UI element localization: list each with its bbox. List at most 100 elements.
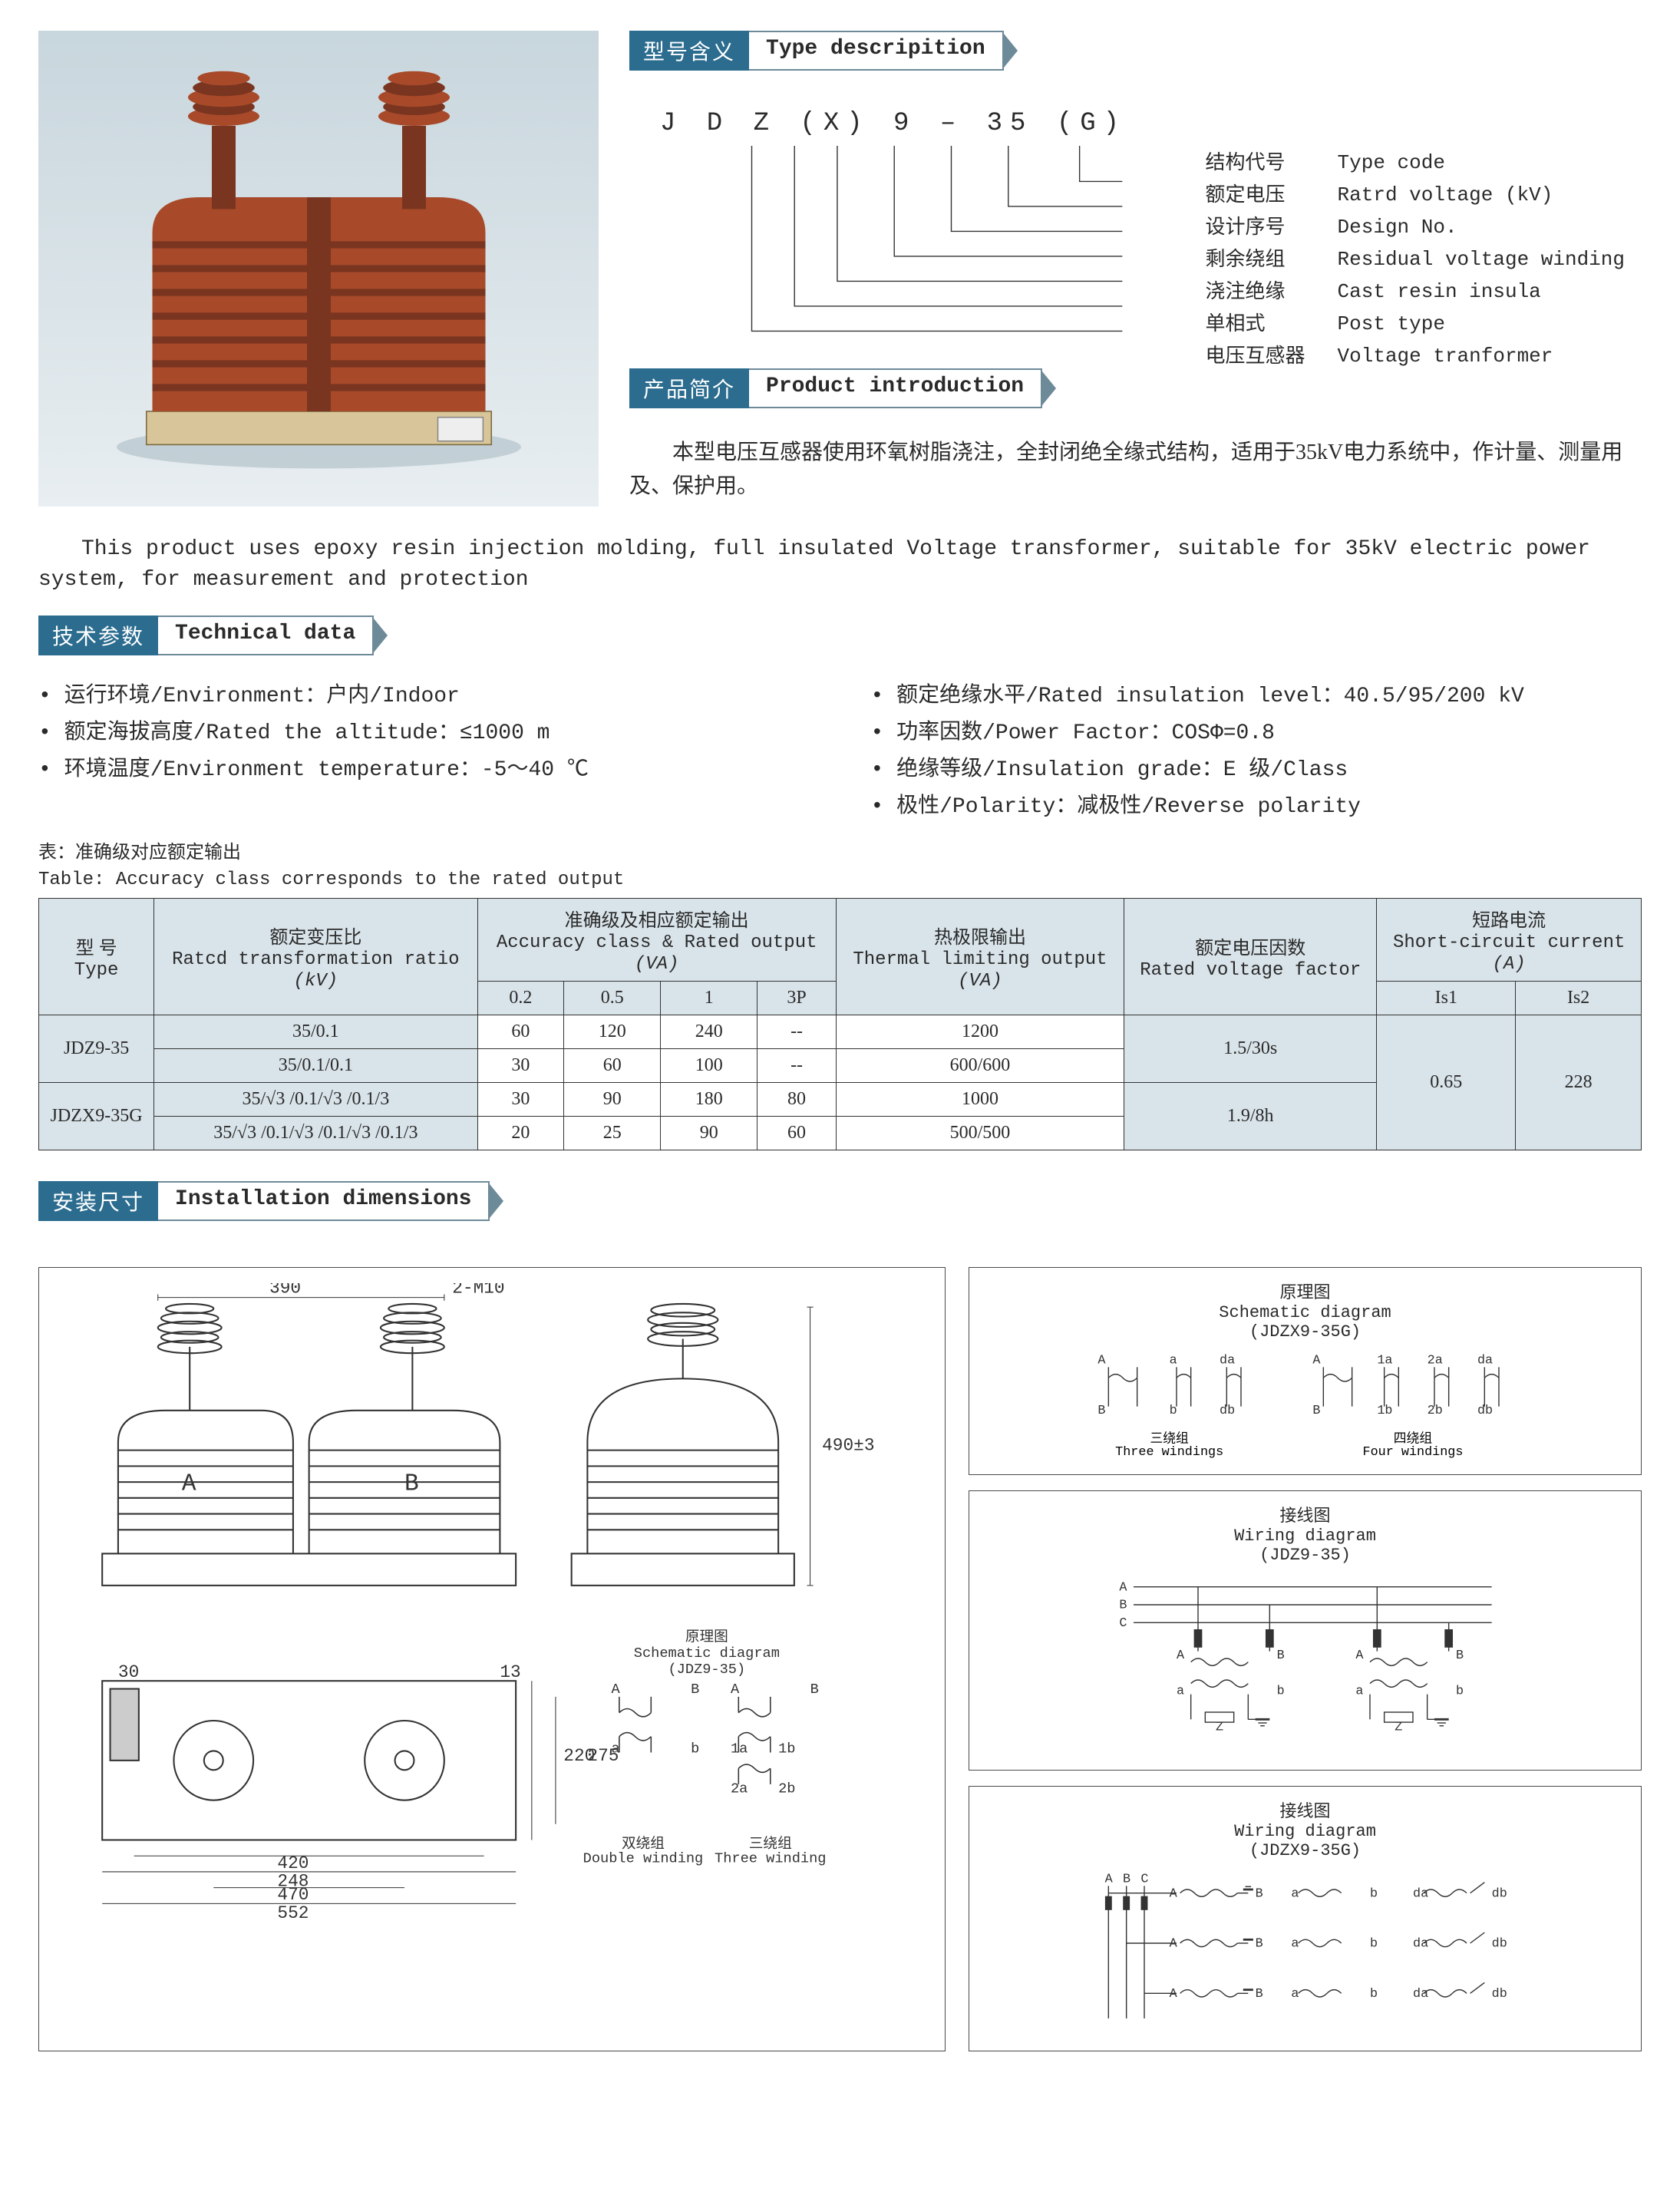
svg-text:Z: Z <box>1394 1721 1402 1735</box>
svg-text:b: b <box>1456 1685 1464 1699</box>
svg-text:da: da <box>1413 1886 1428 1901</box>
svg-text:B: B <box>1312 1404 1320 1418</box>
header-label-en: Installation dimensions <box>158 1181 490 1221</box>
svg-text:da: da <box>1477 1354 1493 1368</box>
svg-text:1b: 1b <box>1377 1404 1392 1418</box>
svg-text:(JDZ9-35): (JDZ9-35) <box>668 1661 746 1678</box>
header-triangle-icon <box>374 619 388 652</box>
svg-text:B: B <box>810 1681 819 1698</box>
svg-text:db: db <box>1220 1404 1235 1418</box>
svg-text:2b: 2b <box>1427 1404 1442 1418</box>
accuracy-table: 型 号Type 额定变压比Ratcd transformation ratio(… <box>38 898 1642 1150</box>
header-triangle-icon <box>1004 34 1018 68</box>
svg-text:B: B <box>404 1470 419 1497</box>
wiring-35g-box: 接线图 Wiring diagram (JDZX9-35G) ABC AB ab <box>969 1786 1642 2051</box>
header-label-en: Type descripition <box>749 31 1004 71</box>
svg-text:470: 470 <box>277 1885 309 1905</box>
svg-text:四绕组: 四绕组 <box>1393 1431 1432 1445</box>
model-legend: 结构代号Type code 额定电压Ratrd voltage (kV) 设计序… <box>1189 146 1642 373</box>
svg-text:a: a <box>1177 1685 1184 1699</box>
svg-text:A: A <box>1169 1987 1177 2002</box>
svg-text:A: A <box>1177 1648 1185 1663</box>
svg-text:420: 420 <box>277 1853 309 1873</box>
svg-text:B: B <box>1123 1873 1130 1887</box>
wiring-35-svg: A B C AB ab Z <box>1091 1573 1520 1759</box>
svg-text:490±3: 490±3 <box>822 1436 874 1456</box>
tech-spec-left: 运行环境/Environment：户内/Indoor 额定海拔高度/Rated … <box>38 678 810 826</box>
svg-text:db: db <box>1491 1987 1507 2002</box>
header-label-zh: 型号含义 <box>629 31 749 71</box>
tech-data-header: 技术参数 Technical data <box>38 616 388 655</box>
svg-text:a: a <box>1291 1886 1299 1901</box>
svg-text:2b: 2b <box>778 1780 795 1797</box>
model-code: J D Z (X) 9 – 35 (G) <box>660 109 1642 138</box>
transformer-illustration <box>67 54 571 483</box>
svg-text:Three winding: Three winding <box>715 1850 826 1867</box>
type-description-block: 型号含义 Type descripition J D Z (X) 9 – 35 … <box>629 31 1642 511</box>
svg-text:B: B <box>1276 1648 1284 1663</box>
svg-text:B: B <box>1097 1404 1105 1418</box>
svg-text:A: A <box>1119 1581 1127 1596</box>
top-section: 型号含义 Type descripition J D Z (X) 9 – 35 … <box>38 31 1642 511</box>
svg-text:A: A <box>1169 1886 1177 1901</box>
svg-text:A: A <box>182 1470 196 1497</box>
svg-text:2a: 2a <box>731 1780 748 1797</box>
svg-text:A: A <box>1097 1354 1106 1368</box>
svg-text:13: 13 <box>500 1662 520 1682</box>
svg-text:A: A <box>1312 1354 1321 1368</box>
svg-text:C: C <box>1119 1616 1127 1631</box>
model-bracket-diagram: 结构代号Type code 额定电压Ratrd voltage (kV) 设计序… <box>660 146 1642 345</box>
intro-text-zh: 本型电压互感器使用环氧树脂浇注，全封闭绝全缘式结构，适用于35kV电力系统中，作… <box>629 436 1642 503</box>
dimension-drawing: 390 2-M10 490±3 A B 30 13 220 275 248 42… <box>38 1267 946 2051</box>
tech-spec-right: 额定绝缘水平/Rated insulation level：40.5/95/20… <box>871 678 1642 826</box>
tech-spec-item: 额定绝缘水平/Rated insulation level：40.5/95/20… <box>871 678 1642 715</box>
svg-text:da: da <box>1220 1354 1235 1368</box>
header-label-en: Product introduction <box>749 368 1042 408</box>
table-row: JDZ9-35 35/0.1 60120240-- 1200 1.5/30s 0… <box>39 1015 1642 1049</box>
tech-spec-item: 绝缘等级/Insulation grade：E 级/Class <box>871 752 1642 789</box>
svg-text:a: a <box>1355 1685 1363 1699</box>
svg-text:B: B <box>1255 1987 1262 2002</box>
svg-text:552: 552 <box>277 1903 309 1923</box>
svg-text:B: B <box>1255 1937 1262 1952</box>
svg-text:b: b <box>691 1740 699 1757</box>
header-label-zh: 产品简介 <box>629 368 749 408</box>
product-intro-header: 产品简介 Product introduction <box>629 368 1056 408</box>
product-photo <box>38 31 599 507</box>
tech-spec-item: 功率因数/Power Factor：COSΦ=0.8 <box>871 715 1642 752</box>
svg-text:2-M10: 2-M10 <box>452 1283 504 1298</box>
svg-text:b: b <box>1370 1937 1378 1952</box>
svg-text:b: b <box>1276 1685 1284 1699</box>
svg-text:Schematic diagram: Schematic diagram <box>634 1645 780 1662</box>
svg-text:A: A <box>611 1681 620 1698</box>
svg-text:B: B <box>1255 1886 1262 1901</box>
header-triangle-icon <box>1042 371 1056 405</box>
wiring-35g-svg: ABC AB ab dadb AB <box>1091 1868 1520 2040</box>
svg-text:1a: 1a <box>731 1740 748 1757</box>
svg-text:30: 30 <box>118 1662 139 1682</box>
svg-text:a: a <box>1169 1354 1177 1368</box>
header-label-zh: 技术参数 <box>38 616 158 655</box>
table-caption: 表：准确级对应额定输出 Table: Accuracy class corres… <box>38 841 1642 893</box>
tech-spec-item: 极性/Polarity：减极性/Reverse polarity <box>871 789 1642 826</box>
svg-text:C: C <box>1140 1873 1148 1887</box>
svg-text:2a: 2a <box>1427 1354 1442 1368</box>
svg-text:Three windings: Three windings <box>1115 1445 1223 1460</box>
install-header: 安装尺寸 Installation dimensions <box>38 1181 503 1221</box>
diagram-column: 原理图 Schematic diagram (JDZX9-35G) Aada B… <box>969 1267 1642 2051</box>
svg-text:B: B <box>1119 1599 1127 1613</box>
svg-text:1b: 1b <box>778 1740 795 1757</box>
header-label-en: Technical data <box>158 616 374 655</box>
svg-text:db: db <box>1491 1937 1507 1952</box>
svg-text:390: 390 <box>269 1283 301 1298</box>
svg-text:b: b <box>1169 1404 1177 1418</box>
svg-text:B: B <box>691 1681 699 1698</box>
svg-text:原理图: 原理图 <box>685 1629 728 1645</box>
svg-text:a: a <box>1291 1937 1299 1952</box>
svg-text:db: db <box>1477 1404 1493 1418</box>
intro-text-en: This product uses epoxy resin injection … <box>38 534 1642 596</box>
svg-text:a: a <box>611 1740 619 1757</box>
svg-text:Z: Z <box>1215 1721 1223 1735</box>
svg-text:A: A <box>1104 1873 1113 1887</box>
svg-text:b: b <box>1370 1886 1378 1901</box>
